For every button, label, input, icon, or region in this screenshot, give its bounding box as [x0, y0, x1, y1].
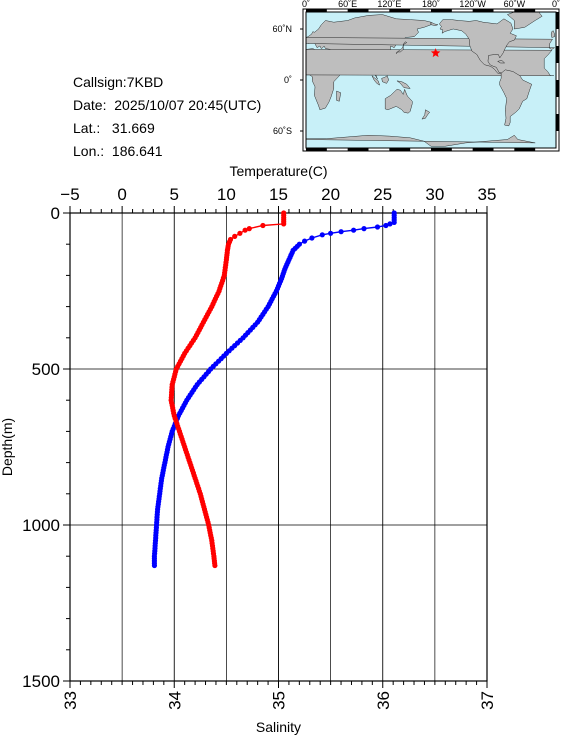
temp-tick-label: 0: [117, 185, 126, 204]
station-info: Callsign:7KBD Date: 2025/10/07 20:45(UTC…: [73, 71, 261, 163]
map-lat-tick-label: 0˚: [284, 75, 292, 85]
temp-tick-label: 5: [170, 185, 179, 204]
map-landmass-1: [430, 21, 439, 26]
map-lon-tick-label: 180˚: [422, 0, 440, 9]
depth-axis-title: Depth(m): [0, 418, 15, 476]
lat-label: Lat.:: [73, 120, 101, 136]
date-value: 2025/10/07 20:45(UTC): [114, 97, 262, 113]
depth-tick-label: 1000: [22, 516, 60, 535]
temperature-data-point: [151, 562, 158, 569]
map-lon-tick-label: 120˚W: [459, 0, 486, 9]
temperature-data-point: [309, 235, 315, 241]
lon-line: Lon.: 186.641: [73, 140, 261, 163]
temperature-data-point: [338, 229, 344, 235]
map-landmass-5: [550, 30, 555, 38]
temp-tick-label: 10: [217, 185, 236, 204]
map-landmass-15: [497, 60, 506, 64]
salinity-data-point: [212, 562, 218, 569]
lat-value: 31.669: [111, 120, 155, 136]
map-landmass-8: [381, 75, 389, 84]
depth-tick-label: 1500: [22, 672, 60, 691]
date-line: Date: 2025/10/07 20:45(UTC): [73, 94, 261, 117]
map-landmass-9: [371, 75, 380, 86]
temp-tick-label: −5: [60, 185, 79, 204]
map-lon-tick-label: 60˚E: [338, 0, 357, 9]
lon-label: Lon.:: [73, 143, 105, 159]
date-label: Date:: [73, 97, 107, 113]
map-landmass-6: [384, 88, 413, 114]
map-landmass-12: [336, 90, 341, 102]
salinity-tick-label: 36: [374, 691, 393, 710]
temperature-data-point: [302, 238, 308, 244]
temp-tick-label: 30: [425, 185, 444, 204]
temperature-data-point: [383, 222, 389, 229]
salinity-data-point: [242, 227, 248, 233]
salinity-tick-label: 35: [270, 691, 289, 710]
map-landmass-11: [421, 109, 430, 120]
map-landmass-16: [499, 69, 532, 127]
station-marker-star: [430, 48, 441, 58]
map-lon-tick-label: 60˚W: [504, 0, 526, 9]
map-landmass-7: [396, 41, 408, 54]
salinity-axis-title: Salinity: [256, 719, 301, 735]
temperature-data-point: [391, 219, 397, 225]
map-lon-tick-label: 0˚: [552, 0, 560, 9]
temp-tick-label: 35: [478, 185, 497, 204]
salinity-data-point: [232, 233, 238, 239]
map-landmass-17: [305, 134, 536, 148]
salinity-tick-label: 34: [165, 691, 184, 710]
temp-tick-label: 20: [321, 185, 340, 204]
temperature-data-point: [319, 232, 325, 238]
temp-tick-label: 15: [269, 185, 288, 204]
map-lon-tick-label: 120˚E: [377, 0, 401, 9]
salinity-tick-label: 33: [61, 691, 80, 710]
map-lat-tick-label: 60˚N: [272, 24, 292, 34]
temperature-data-point: [328, 230, 334, 236]
map-lon-tick-label: 0˚: [302, 0, 310, 9]
temp-tick-label: 25: [373, 185, 392, 204]
temperature-axis-title: Temperature(C): [229, 163, 327, 179]
temperature-profile-line: [153, 213, 395, 566]
temperature-data-point: [387, 221, 393, 227]
plot-frame: [69, 212, 488, 682]
callsign-text: Callsign:7KBD: [73, 74, 164, 90]
depth-tick-label: 0: [51, 204, 60, 223]
map-landmass-13: [439, 18, 517, 74]
lat-line: Lat.: 31.669: [73, 117, 261, 140]
salinity-data-point: [281, 221, 287, 227]
salinity-data-point: [260, 222, 266, 229]
map-landmass-10: [396, 80, 411, 89]
salinity-data-point: [246, 226, 252, 232]
map-lat-tick-label: 60˚S: [273, 126, 292, 136]
salinity-tick-label: 37: [478, 691, 497, 710]
depth-tick-label: 500: [32, 360, 60, 379]
world-map: 0˚ 60˚E 120˚E 180˚ 120˚W 60˚W 0˚ 60˚N 0˚ 60˚S: [272, 0, 560, 152]
temperature-data-point: [351, 227, 357, 233]
lon-value: 186.641: [111, 143, 163, 159]
temperature-data-point: [374, 224, 381, 230]
map-landmass-3: [305, 49, 554, 76]
salinity-data-point: [237, 230, 243, 236]
temperature-data-point: [361, 226, 367, 232]
